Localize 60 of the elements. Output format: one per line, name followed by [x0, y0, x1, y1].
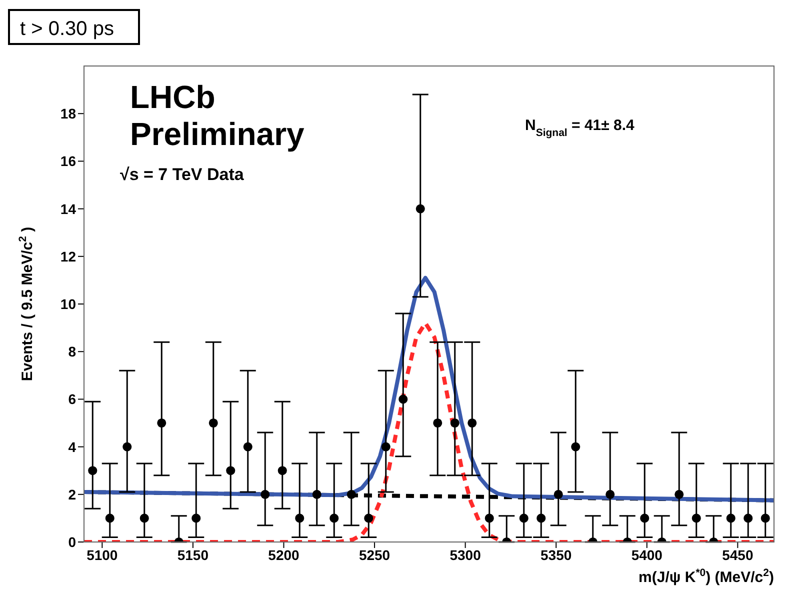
y-tick-label: 14 [60, 200, 76, 217]
y-tick-label: 10 [60, 296, 76, 312]
point [744, 514, 753, 523]
point [398, 394, 408, 404]
point [519, 514, 528, 523]
y-tick-label: 6 [68, 391, 76, 408]
point [692, 514, 701, 523]
x-tick-label: 5400 [631, 546, 663, 563]
point [312, 490, 322, 499]
x-axis-title: m(J/ψ K$^{*0}$) (MeV/c$^{2}$) [638, 567, 774, 586]
y-tick-label: 4 [68, 438, 76, 455]
annotation: LHCb [130, 79, 216, 115]
point [554, 490, 563, 499]
y-tick-label: 18 [60, 106, 76, 122]
x-tick-label: 5450 [722, 546, 754, 563]
point [640, 514, 650, 523]
point [760, 514, 770, 523]
point [674, 490, 684, 499]
annotation: N$_{Signal}$ = 41± 8.4 [525, 117, 636, 139]
annotation: √s = 7 TeV Data [120, 165, 244, 184]
point [140, 514, 149, 523]
x-tick-label: 5300 [450, 546, 482, 563]
point [381, 442, 390, 452]
point [536, 514, 546, 523]
point [157, 418, 166, 428]
point [606, 490, 615, 499]
point [122, 442, 132, 452]
point [450, 418, 460, 428]
point [192, 514, 201, 523]
line-series [84, 276, 774, 502]
point [433, 418, 442, 428]
point [295, 514, 304, 523]
point [416, 204, 425, 214]
point [346, 490, 356, 499]
text: t > 0.30 ps [20, 18, 114, 40]
y-tick-label: 0 [68, 534, 76, 550]
x-tick-label: 5150 [177, 546, 209, 563]
y-tick-label: 12 [60, 248, 76, 264]
point [105, 514, 114, 523]
point [364, 514, 374, 523]
y-tick-label: 16 [60, 153, 76, 170]
y-tick-label: 8 [68, 344, 76, 360]
point [726, 514, 736, 523]
annotation: Preliminary [130, 116, 305, 152]
point [278, 466, 287, 476]
point [226, 466, 236, 476]
x-tick-label: 5200 [268, 546, 300, 563]
point [208, 418, 218, 428]
x-tick-label: 5250 [358, 546, 390, 563]
point [88, 466, 98, 476]
point [330, 514, 339, 523]
point [484, 514, 494, 523]
point [260, 490, 270, 499]
point [243, 442, 252, 452]
point [571, 442, 580, 452]
x-tick-label: 5350 [540, 546, 572, 563]
point [468, 418, 477, 428]
x-tick-label: 5100 [86, 546, 118, 563]
y-tick-label: 2 [68, 486, 76, 502]
line-series [84, 321, 774, 542]
